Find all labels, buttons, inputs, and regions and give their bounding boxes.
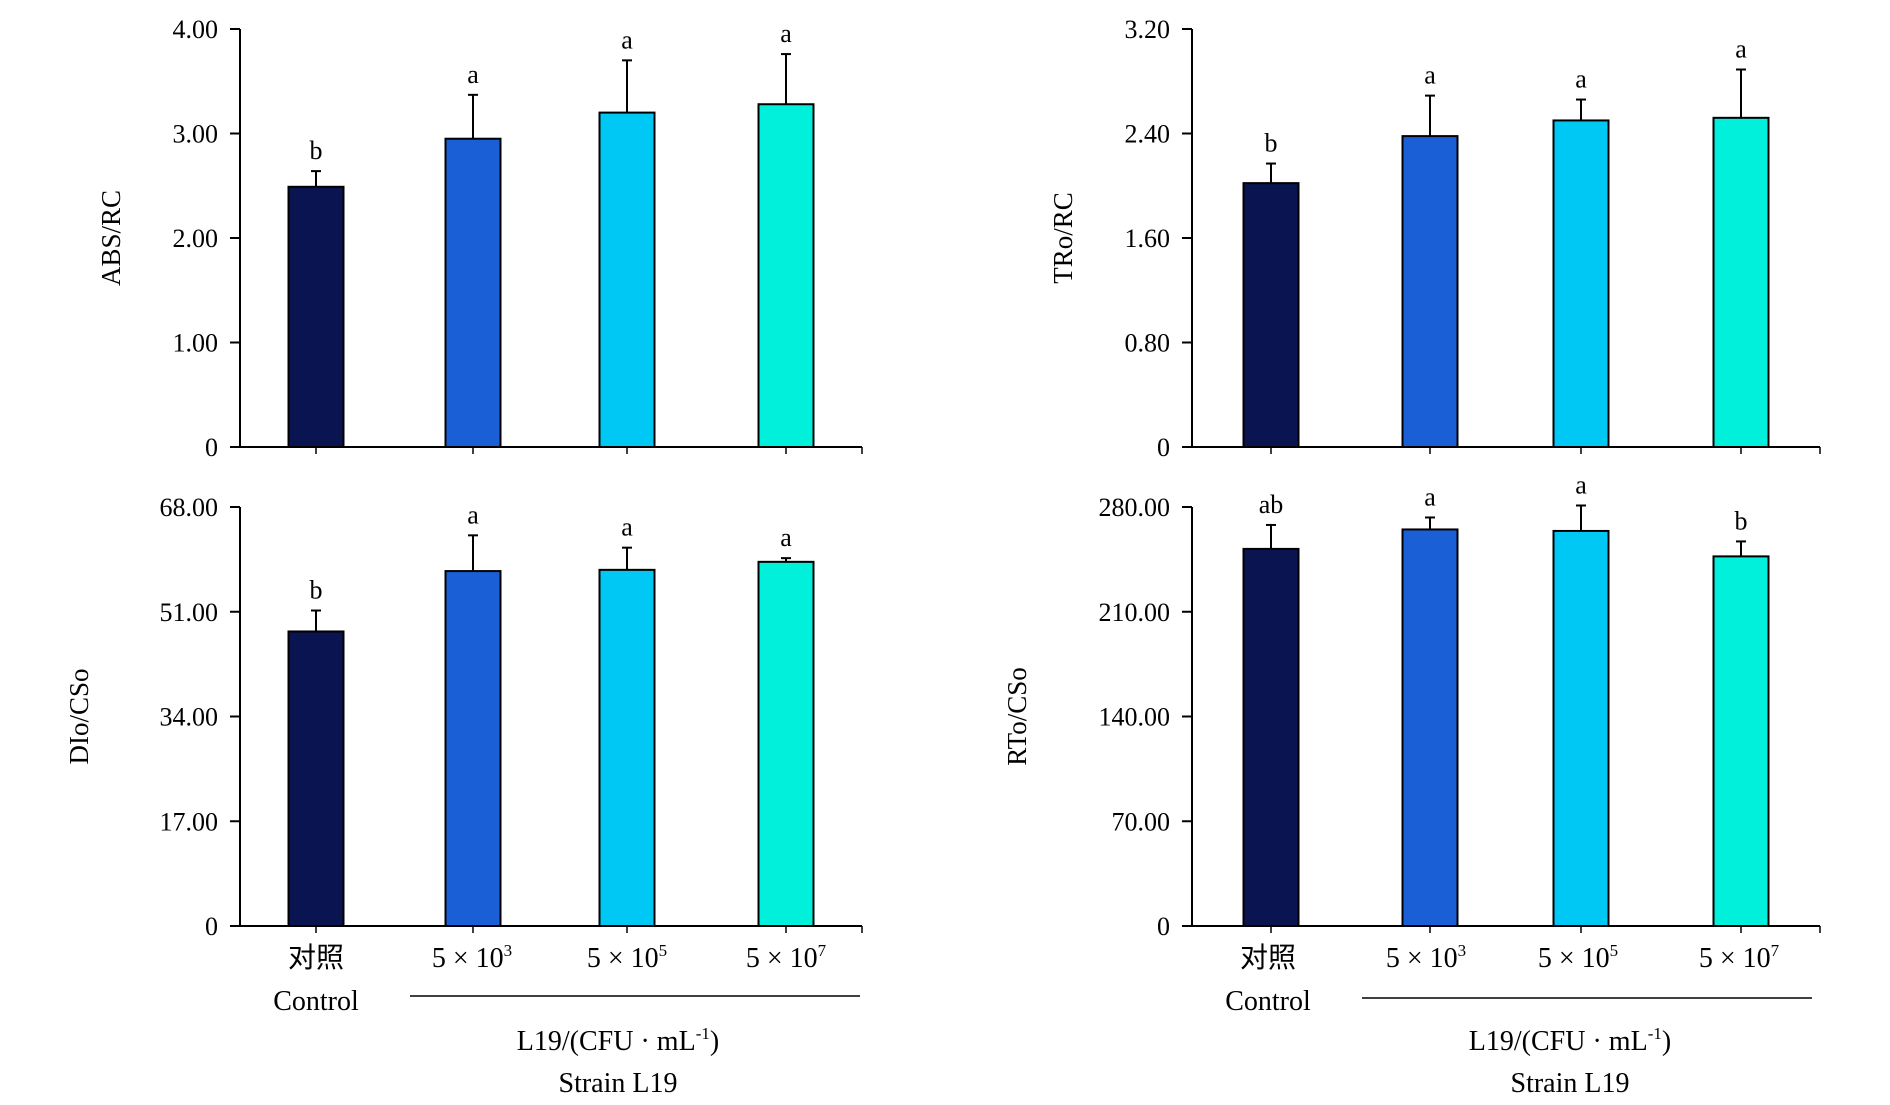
y-axis-label: TRo/RC [1048, 192, 1078, 284]
control-en-label: Control [1225, 986, 1311, 1017]
bar [287, 630, 345, 927]
significance-letter: a [621, 513, 633, 542]
abs-rc-chart: 0 1.00 2.00 3.00 4.00 ABS/RC b a a a [96, 15, 863, 462]
bar [444, 570, 502, 927]
x-axis-subtitle: Strain L19 [559, 1068, 678, 1099]
x-axis-labels-right: 对照 Control 5 × 103 5 × 105 5 × 107 L19/(… [1225, 941, 1812, 1099]
x-axis-title: L19/(CFU · mL-1) [1469, 1024, 1671, 1057]
dose-label-2: 5 × 105 [1538, 941, 1618, 974]
y-axis-label: RTo/CSo [1002, 667, 1032, 766]
bar [1242, 547, 1300, 928]
dose-label-3: 5 × 107 [746, 941, 827, 974]
significance-letter: a [621, 25, 633, 54]
dose-label-2: 5 × 105 [587, 941, 667, 974]
y-tick-label: 3.00 [173, 120, 219, 149]
y-tick-label: 4.00 [173, 15, 219, 44]
significance-letter: ab [1259, 490, 1284, 519]
y-tick-label: 2.00 [173, 224, 219, 253]
charts-layer: 0 1.00 2.00 3.00 4.00 ABS/RC b a a a 0 0.80 1.60 2.40… [64, 15, 1821, 941]
dose-label-1: 5 × 103 [1386, 941, 1466, 974]
y-tick-label: 70.00 [1112, 807, 1171, 836]
bar [444, 137, 502, 448]
y-tick-label: 0 [1157, 433, 1170, 462]
bar [1712, 116, 1770, 448]
significance-letter: b [310, 136, 323, 165]
y-tick-label: 1.00 [173, 329, 219, 358]
control-cn-label: 对照 [1240, 942, 1296, 974]
significance-letter: a [780, 523, 792, 552]
y-tick-label: 51.00 [160, 598, 219, 627]
y-tick-label: 210.00 [1099, 598, 1171, 627]
significance-letter: a [780, 19, 792, 48]
y-tick-label: 2.40 [1125, 120, 1171, 149]
y-tick-label: 17.00 [160, 807, 219, 836]
y-axis-label: DIo/CSo [64, 668, 94, 764]
significance-letter: b [310, 576, 323, 605]
y-tick-label: 140.00 [1099, 703, 1171, 732]
y-tick-label: 280.00 [1099, 493, 1171, 522]
x-axis-title: L19/(CFU · mL-1) [517, 1024, 719, 1057]
x-axis-labels-left: 对照 Control 5 × 103 5 × 105 5 × 107 L19/(… [273, 941, 860, 1099]
y-axis-label: ABS/RC [96, 190, 126, 286]
y-tick-label: 34.00 [160, 703, 219, 732]
significance-letter: a [1575, 65, 1587, 94]
control-en-label: Control [273, 986, 359, 1017]
bar [1242, 182, 1300, 448]
significance-letter: b [1265, 129, 1278, 158]
bar [598, 568, 656, 927]
bar [287, 185, 345, 448]
significance-letter: a [1424, 482, 1436, 511]
y-tick-label: 0 [205, 912, 218, 941]
significance-letter: a [1424, 61, 1436, 90]
dose-label-1: 5 × 103 [432, 941, 512, 974]
significance-letter: b [1735, 506, 1748, 535]
y-tick-label: 0.80 [1125, 329, 1171, 358]
x-axis-subtitle: Strain L19 [1511, 1068, 1630, 1099]
bar [1552, 119, 1610, 448]
bar [1552, 529, 1610, 927]
significance-letter: a [1735, 34, 1747, 63]
significance-letter: a [1575, 471, 1587, 500]
significance-letter: a [467, 60, 479, 89]
y-tick-label: 3.20 [1125, 15, 1171, 44]
dio-cso-chart: 0 17.00 34.00 51.00 68.00 DIo/CSo b a a a [64, 493, 863, 941]
bar [598, 111, 656, 448]
tro-rc-chart: 0 0.80 1.60 2.40 3.20 TRo/RC b a a a [1048, 15, 1821, 462]
bar [1401, 135, 1459, 449]
y-tick-label: 0 [205, 433, 218, 462]
dose-label-3: 5 × 107 [1699, 941, 1780, 974]
bar [757, 560, 815, 928]
bar [757, 103, 815, 449]
y-tick-label: 68.00 [160, 493, 219, 522]
bar [1712, 555, 1770, 927]
control-cn-label: 对照 [288, 942, 344, 974]
bar [1401, 528, 1459, 927]
significance-letter: a [467, 500, 479, 529]
y-tick-label: 1.60 [1125, 224, 1171, 253]
y-tick-label: 0 [1157, 912, 1170, 941]
